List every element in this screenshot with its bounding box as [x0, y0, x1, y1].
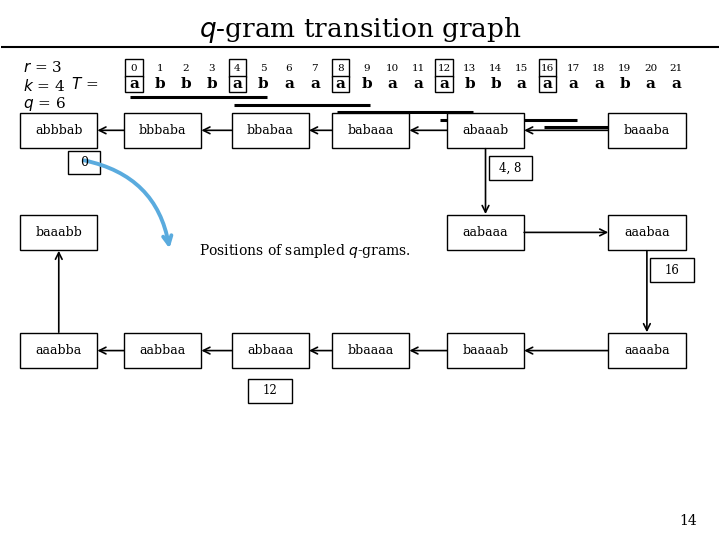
FancyBboxPatch shape — [332, 76, 349, 92]
Text: $q$-gram transition graph: $q$-gram transition graph — [199, 15, 521, 45]
FancyBboxPatch shape — [68, 151, 99, 174]
Text: a: a — [646, 77, 655, 91]
Text: a: a — [310, 77, 320, 91]
Text: abaaab: abaaab — [462, 124, 508, 137]
Text: a: a — [413, 77, 423, 91]
Text: a: a — [516, 77, 526, 91]
Text: aaabaa: aaabaa — [624, 226, 670, 239]
FancyBboxPatch shape — [229, 76, 246, 92]
FancyBboxPatch shape — [608, 215, 685, 250]
Text: a: a — [284, 77, 294, 91]
FancyBboxPatch shape — [20, 113, 97, 148]
FancyBboxPatch shape — [447, 113, 524, 148]
Text: 6: 6 — [286, 64, 292, 72]
Text: 21: 21 — [670, 64, 683, 72]
Text: 0: 0 — [80, 156, 88, 169]
Text: 10: 10 — [386, 64, 399, 72]
Text: 12: 12 — [437, 64, 451, 72]
FancyBboxPatch shape — [125, 76, 143, 92]
Text: 17: 17 — [567, 64, 580, 72]
Text: 13: 13 — [463, 64, 477, 72]
Text: $q$ = 6: $q$ = 6 — [23, 95, 66, 113]
Text: 14: 14 — [489, 64, 502, 72]
Text: b: b — [181, 77, 191, 91]
Text: 20: 20 — [644, 64, 657, 72]
Text: aaaaba: aaaaba — [624, 344, 670, 357]
Text: 12: 12 — [263, 384, 278, 397]
Text: b: b — [258, 77, 269, 91]
FancyBboxPatch shape — [539, 76, 556, 92]
FancyBboxPatch shape — [232, 333, 309, 368]
FancyBboxPatch shape — [608, 333, 685, 368]
Text: $T$ =: $T$ = — [71, 76, 98, 92]
FancyBboxPatch shape — [20, 215, 97, 250]
Text: 16: 16 — [665, 264, 680, 276]
FancyBboxPatch shape — [232, 113, 309, 148]
Text: 3: 3 — [208, 64, 215, 72]
FancyBboxPatch shape — [20, 333, 97, 368]
Text: baaaab: baaaab — [462, 344, 508, 357]
Text: b: b — [155, 77, 165, 91]
Text: a: a — [336, 77, 346, 91]
FancyBboxPatch shape — [124, 333, 202, 368]
Text: b: b — [464, 77, 475, 91]
Text: 4, 8: 4, 8 — [500, 161, 522, 174]
FancyBboxPatch shape — [332, 333, 410, 368]
Text: 18: 18 — [593, 64, 606, 72]
Text: 7: 7 — [312, 64, 318, 72]
Text: $r$ = 3: $r$ = 3 — [23, 60, 62, 76]
Text: 9: 9 — [363, 64, 370, 72]
Text: 4: 4 — [234, 64, 240, 72]
FancyBboxPatch shape — [539, 59, 556, 77]
FancyBboxPatch shape — [124, 113, 202, 148]
Text: 1: 1 — [156, 64, 163, 72]
Text: b: b — [619, 77, 630, 91]
Text: b: b — [361, 77, 372, 91]
FancyBboxPatch shape — [447, 215, 524, 250]
FancyBboxPatch shape — [436, 76, 453, 92]
Text: 15: 15 — [515, 64, 528, 72]
Text: 5: 5 — [260, 64, 266, 72]
Text: 8: 8 — [338, 64, 344, 72]
Text: a: a — [594, 77, 604, 91]
Text: Positions of sampled $q$-grams.: Positions of sampled $q$-grams. — [199, 242, 410, 260]
Text: bbaaaa: bbaaaa — [348, 344, 394, 357]
Text: $k$ = 4: $k$ = 4 — [23, 78, 66, 93]
Text: a: a — [387, 77, 397, 91]
FancyBboxPatch shape — [489, 156, 533, 180]
Text: bbbaba: bbbaba — [139, 124, 186, 137]
FancyBboxPatch shape — [447, 333, 524, 368]
Text: bbabaa: bbabaa — [247, 124, 294, 137]
Text: a: a — [671, 77, 681, 91]
FancyBboxPatch shape — [125, 59, 143, 77]
Text: baaaba: baaaba — [624, 124, 670, 137]
Text: a: a — [568, 77, 578, 91]
Text: baaabb: baaabb — [35, 226, 82, 239]
FancyBboxPatch shape — [229, 59, 246, 77]
Text: abbbab: abbbab — [35, 124, 83, 137]
FancyBboxPatch shape — [332, 59, 349, 77]
FancyBboxPatch shape — [608, 113, 685, 148]
FancyBboxPatch shape — [332, 113, 410, 148]
Text: aabbaa: aabbaa — [140, 344, 186, 357]
Text: a: a — [542, 77, 552, 91]
Text: 2: 2 — [182, 64, 189, 72]
Text: b: b — [206, 77, 217, 91]
Text: aaabba: aaabba — [36, 344, 82, 357]
Text: b: b — [490, 77, 501, 91]
Text: babaaa: babaaa — [348, 124, 394, 137]
Text: 16: 16 — [541, 64, 554, 72]
FancyBboxPatch shape — [248, 379, 292, 403]
Text: abbaaa: abbaaa — [247, 344, 294, 357]
Text: a: a — [129, 77, 139, 91]
Text: 19: 19 — [618, 64, 631, 72]
Text: a: a — [439, 77, 449, 91]
Text: 14: 14 — [680, 514, 697, 528]
Text: aabaaa: aabaaa — [463, 226, 508, 239]
Text: 0: 0 — [131, 64, 138, 72]
Text: 11: 11 — [411, 64, 425, 72]
FancyBboxPatch shape — [436, 59, 453, 77]
Text: a: a — [233, 77, 243, 91]
FancyBboxPatch shape — [650, 258, 694, 282]
